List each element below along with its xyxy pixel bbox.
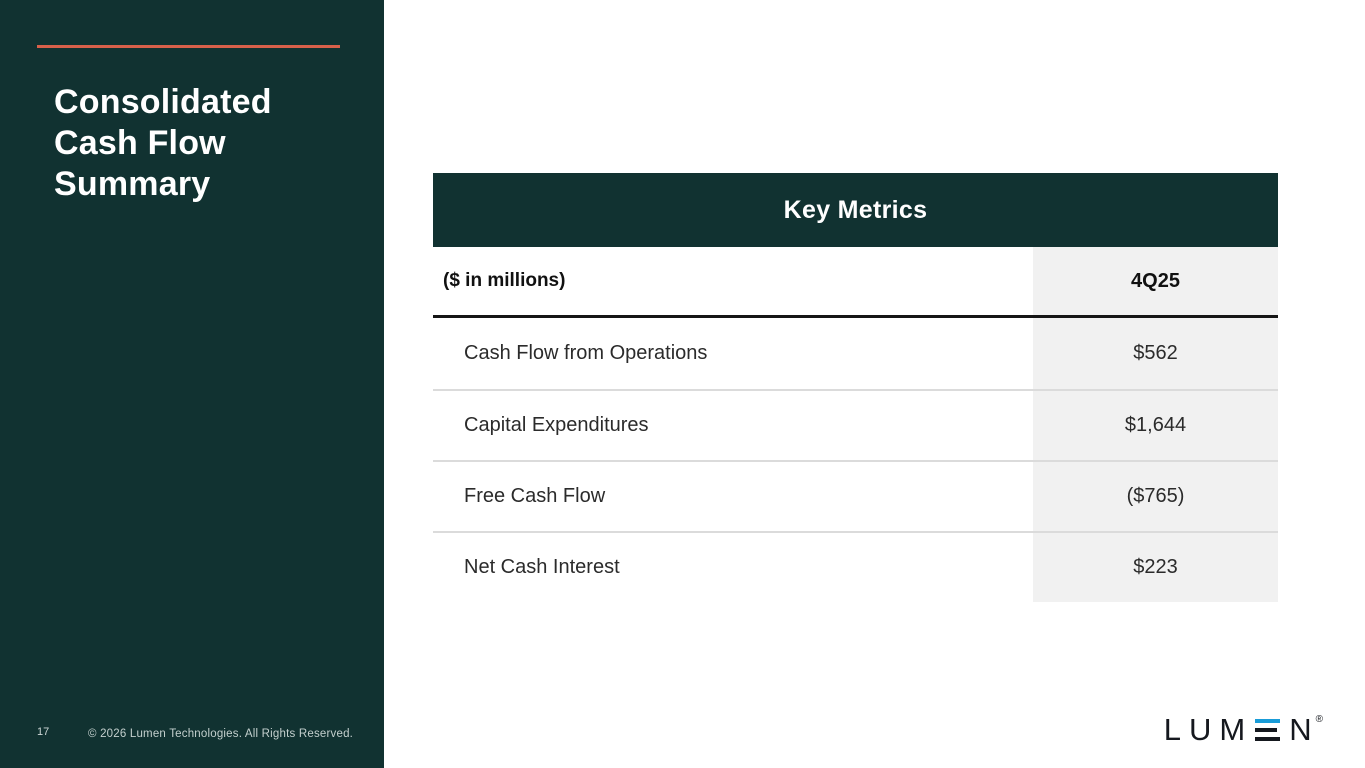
row-label: Cash Flow from Operations — [433, 318, 1033, 389]
lumen-wordmark-end: N — [1289, 712, 1320, 747]
row-value: ($765) — [1033, 462, 1278, 531]
accent-line — [37, 45, 340, 48]
row-value: $562 — [1033, 318, 1278, 389]
sidebar: Consolidated Cash Flow Summary 17 © 2026… — [0, 0, 384, 768]
row-value: $223 — [1033, 533, 1278, 602]
table-row: Cash Flow from Operations $562 — [433, 318, 1278, 389]
registered-trademark: ® — [1315, 714, 1323, 725]
lumen-logo: LUM N ® — [1164, 712, 1323, 748]
period-column-header: 4Q25 — [1033, 247, 1278, 315]
unit-label: ($ in millions) — [433, 247, 1033, 315]
table-title: Key Metrics — [433, 173, 1278, 247]
table-column-header-row: ($ in millions) 4Q25 — [433, 247, 1278, 318]
table-row: Free Cash Flow ($765) — [433, 460, 1278, 531]
page-title: Consolidated Cash Flow Summary — [54, 82, 272, 205]
title-line-3: Summary — [54, 165, 211, 203]
lumen-logo-e-icon — [1255, 719, 1281, 741]
row-label: Net Cash Interest — [433, 533, 1033, 602]
row-value: $1,644 — [1033, 391, 1278, 460]
table-row: Capital Expenditures $1,644 — [433, 389, 1278, 460]
title-line-1: Consolidated — [54, 83, 272, 121]
page-number: 17 — [37, 726, 50, 738]
row-label: Capital Expenditures — [433, 391, 1033, 460]
slide-footer: 17 © 2026 Lumen Technologies. All Rights… — [0, 720, 384, 768]
title-line-2: Cash Flow — [54, 124, 226, 162]
lumen-wordmark-start: LUM — [1163, 712, 1254, 747]
copyright-text: © 2026 Lumen Technologies. All Rights Re… — [88, 728, 354, 740]
row-label: Free Cash Flow — [433, 462, 1033, 531]
table-row: Net Cash Interest $223 — [433, 531, 1278, 602]
key-metrics-table: Key Metrics ($ in millions) 4Q25 Cash Fl… — [433, 173, 1278, 602]
